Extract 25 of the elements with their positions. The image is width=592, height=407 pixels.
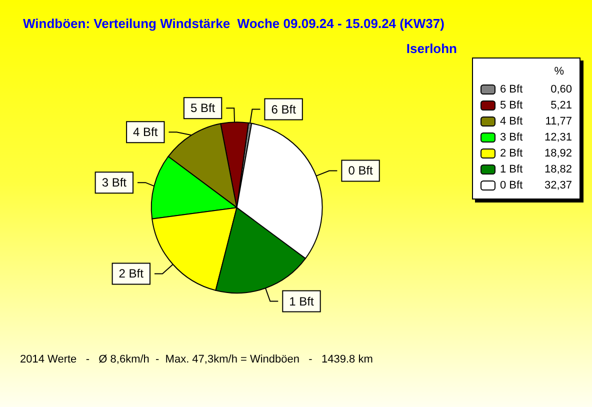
slice-label: 3 Bft bbox=[102, 176, 128, 190]
slice-label: 2 Bft bbox=[118, 266, 144, 281]
slice-label: 1 Bft bbox=[289, 294, 314, 308]
legend-label: 6 Bft bbox=[500, 84, 523, 96]
data-label: 5,21 bbox=[550, 100, 572, 112]
data-label: 0,60 bbox=[550, 84, 572, 96]
slice-label: 4 Bft bbox=[133, 125, 158, 140]
data-label: 11,77 bbox=[545, 116, 572, 128]
legend-label: 5 Bft bbox=[500, 100, 523, 112]
chart-subtitle: Iserlohn bbox=[406, 41, 458, 56]
legend-label: 2 Bft bbox=[500, 148, 523, 160]
slice-label: 0 Bft bbox=[348, 164, 374, 178]
legend-label: 1 Bft bbox=[500, 164, 523, 176]
legend-title: % bbox=[554, 66, 564, 78]
data-label: 12,31 bbox=[544, 132, 572, 144]
data-label: 18,92 bbox=[544, 148, 572, 160]
chart-title: Windböen: Verteilung Windstärke Woche 09.09.24 - 15.09.24 (KW37) bbox=[23, 16, 444, 31]
legend-label: 0 Bft bbox=[500, 180, 523, 192]
slice-label: 5 Bft bbox=[190, 101, 216, 116]
legend-label: 4 Bft bbox=[500, 116, 523, 128]
text: 2014 Werte - Ø 8,6km/h - Max. 47,3km/h = Windböen - 1439.8 km bbox=[20, 354, 373, 366]
slice-label: 6 Bft bbox=[271, 102, 297, 116]
data-label: 18,82 bbox=[544, 164, 572, 176]
data-label: 32,37 bbox=[544, 180, 572, 192]
legend-label: 3 Bft bbox=[500, 132, 523, 144]
